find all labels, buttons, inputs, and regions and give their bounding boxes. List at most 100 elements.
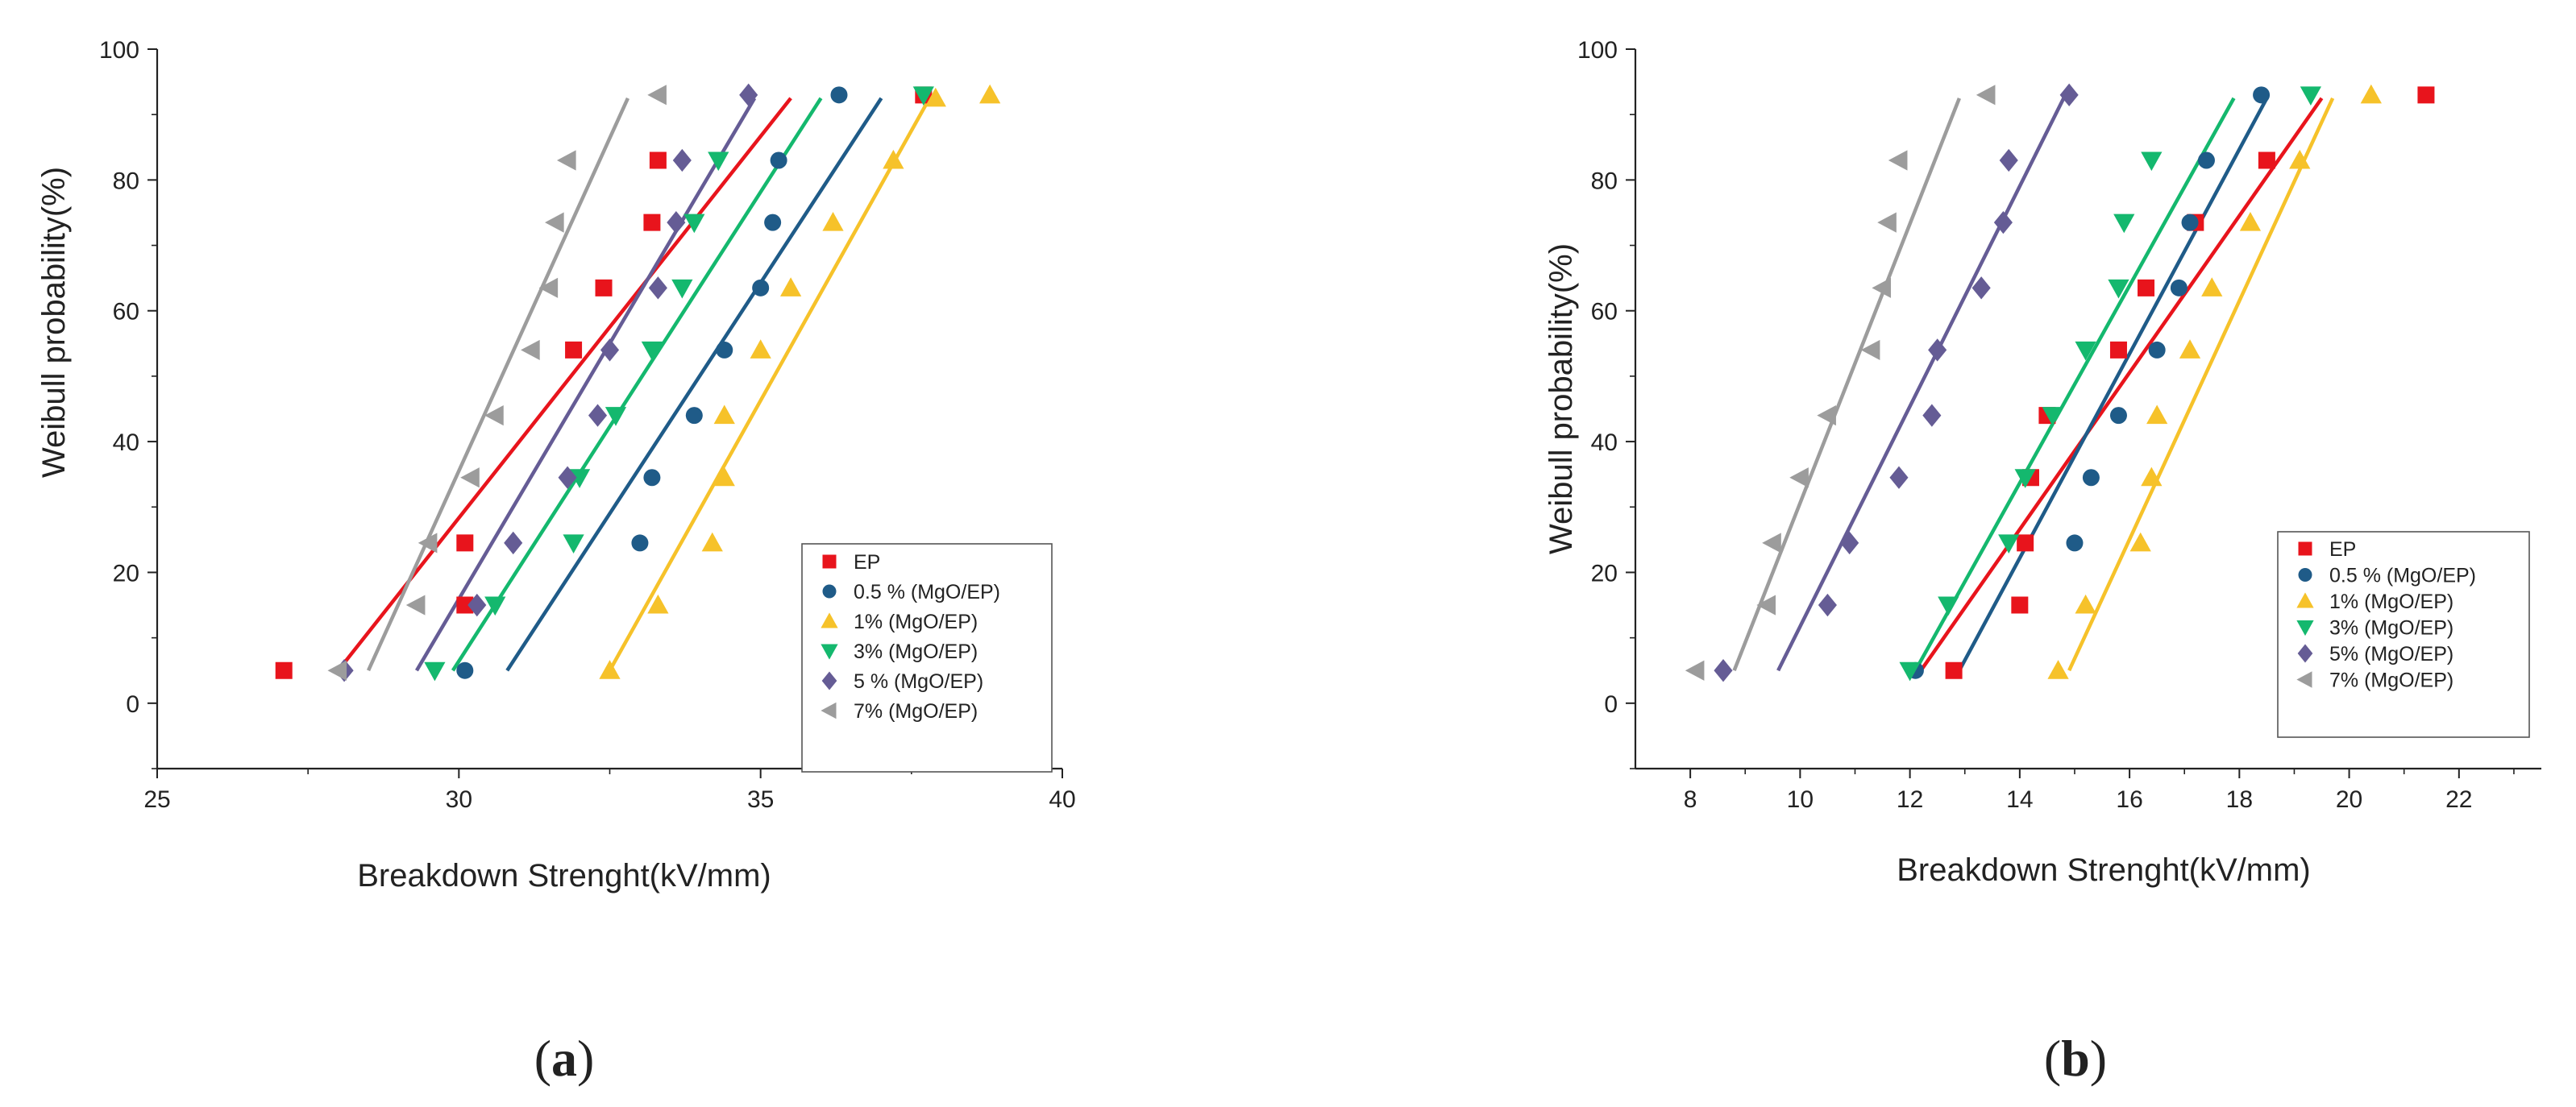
data-point — [456, 596, 474, 614]
data-point — [565, 341, 583, 359]
x-tick-label: 12 — [1897, 786, 1923, 813]
data-point — [647, 85, 667, 106]
data-point — [701, 532, 723, 552]
data-point — [750, 339, 771, 359]
data-point — [563, 534, 584, 554]
data-point — [2201, 277, 2223, 296]
panel-label-a: (a) — [534, 1030, 595, 1087]
data-point — [558, 466, 577, 489]
data-point — [467, 593, 487, 617]
y-axis-title-b: Weibull probability(%) — [1544, 243, 1579, 554]
data-point — [924, 87, 946, 107]
data-point — [764, 214, 782, 231]
data-point — [643, 469, 661, 487]
data-point — [672, 148, 692, 172]
fit-line — [1776, 97, 2066, 672]
data-point — [667, 210, 686, 234]
data-point — [1877, 212, 1897, 233]
data-point — [1928, 338, 1947, 362]
data-point — [2047, 660, 2069, 679]
x-tick-label: 8 — [1684, 786, 1697, 813]
legend-marker — [2298, 568, 2312, 582]
data-point — [2059, 83, 2079, 107]
legend-label: 5 % (MgO/EP) — [854, 670, 983, 693]
data-point — [647, 594, 669, 614]
data-point — [2148, 341, 2166, 359]
data-point — [2417, 86, 2435, 104]
data-point — [1840, 531, 1859, 555]
y-tick-label: 0 — [1604, 691, 1618, 718]
markers-a — [275, 83, 1001, 682]
data-point — [2170, 279, 2188, 296]
legend-label: 7% (MgO/EP) — [854, 700, 978, 723]
data-point — [1998, 534, 2020, 554]
axes-a: 25 30 35 40 0 20 40 60 80 100 — [99, 37, 1076, 813]
y-tick-label: 40 — [1591, 429, 1618, 456]
legend-b: EP 0.5 % (MgO/EP) 1% (MgO/EP) 3% (MgO/EP) 5%… — [2277, 531, 2530, 738]
fit-lines-b — [1732, 97, 2335, 672]
data-point — [1872, 277, 1892, 298]
data-point — [1818, 593, 1837, 617]
legend-marker — [2296, 620, 2314, 636]
data-point — [1922, 404, 1942, 427]
fit-line — [1732, 97, 1962, 672]
data-point — [1756, 595, 1776, 616]
data-point — [822, 212, 844, 231]
legend-marker — [822, 584, 837, 599]
legend-label: 3% (MgO/EP) — [2329, 617, 2453, 640]
data-point — [779, 277, 802, 296]
data-point — [538, 277, 559, 298]
data-point — [2138, 279, 2155, 296]
axes-b: 8 10 12 14 16 18 20 22 0 20 40 60 80 100 — [1577, 37, 2541, 813]
data-point — [1938, 596, 1959, 616]
data-point — [599, 660, 621, 679]
data-point — [405, 595, 426, 616]
data-point — [685, 407, 703, 425]
data-point — [2300, 86, 2322, 106]
legend-marker — [2296, 671, 2312, 688]
legend-marker — [821, 671, 837, 690]
fit-line — [505, 97, 883, 672]
x-tick-label: 22 — [2445, 786, 2472, 813]
legend-label: 5% (MgO/EP) — [2329, 643, 2453, 665]
legend-label: 3% (MgO/EP) — [854, 641, 978, 663]
data-point — [708, 151, 729, 172]
x-axis-title-b: Breakdown Strenght(kV/mm) — [1897, 852, 2311, 888]
data-point — [2082, 469, 2100, 487]
legend-label: EP — [2329, 538, 2356, 561]
legend-marker — [821, 702, 837, 719]
legend-label: 0.5 % (MgO/EP) — [2329, 565, 2476, 587]
data-point — [456, 534, 474, 552]
data-point — [2360, 84, 2382, 104]
data-point — [1860, 339, 1880, 361]
y-tick-label: 0 — [126, 691, 139, 718]
data-point — [568, 469, 591, 488]
data-point — [1762, 533, 1781, 554]
fit-line — [1957, 97, 2269, 672]
data-point — [2113, 214, 2135, 234]
x-tick-label: 25 — [143, 786, 170, 813]
fit-line — [414, 97, 757, 672]
data-point — [504, 531, 523, 555]
data-point — [1714, 659, 1733, 682]
legend-marker — [822, 554, 837, 569]
data-point — [739, 83, 758, 107]
legend-label: 1% (MgO/EP) — [854, 611, 978, 633]
data-point — [830, 86, 848, 104]
legend-box — [2277, 531, 2530, 738]
data-point — [595, 279, 613, 296]
fit-lines-a — [336, 97, 932, 672]
data-point — [460, 467, 480, 488]
y-tick-label: 100 — [1577, 37, 1618, 64]
y-tick-label: 20 — [1591, 560, 1618, 587]
data-point — [2075, 594, 2096, 614]
chart-panel-b: 8 10 12 14 16 18 20 22 0 20 40 60 80 100 EP 0.5 % (MgO… — [1544, 37, 2541, 1087]
y-tick-label: 80 — [113, 168, 139, 194]
data-point — [883, 149, 904, 169]
y-tick-label: 60 — [113, 299, 139, 325]
data-point — [2239, 212, 2262, 231]
fit-line — [2067, 97, 2335, 672]
data-point — [2109, 407, 2127, 425]
y-tick-label: 60 — [1591, 299, 1618, 325]
legend-label: 0.5 % (MgO/EP) — [854, 581, 1000, 603]
